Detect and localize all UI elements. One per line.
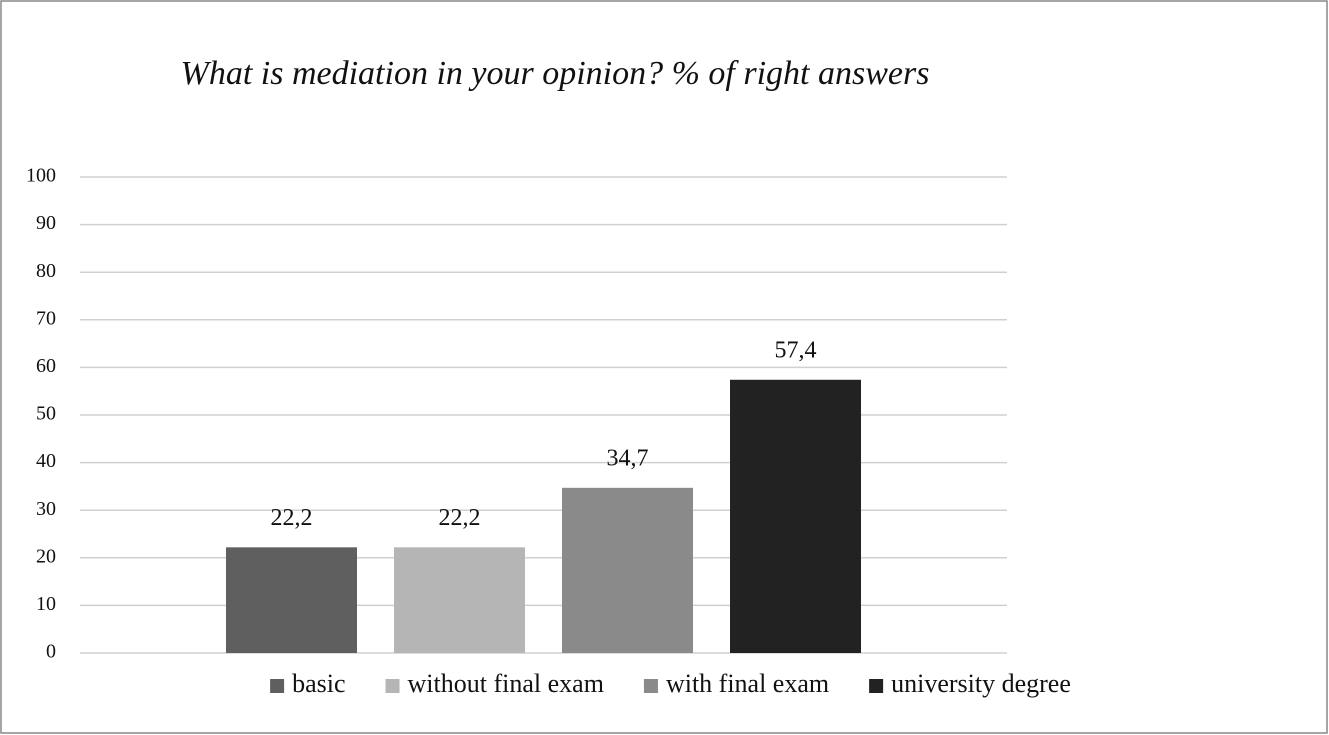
legend-swatch [643, 679, 658, 693]
legend-swatch [385, 679, 400, 693]
legend-label: university degree [891, 669, 1071, 698]
bar [562, 487, 693, 653]
legend-label: basic [292, 669, 345, 698]
legend-label: without final exam [408, 669, 604, 698]
bar [394, 547, 525, 653]
y-tick-label: 100 [26, 165, 56, 187]
data-label: 22,2 [271, 505, 313, 531]
y-tick-label: 20 [36, 545, 56, 567]
y-tick-label: 10 [36, 593, 56, 615]
y-tick-label: 50 [36, 403, 56, 425]
chart-title: What is mediation in your opinion? % of … [181, 55, 930, 92]
y-tick-label: 0 [46, 641, 56, 663]
bar [730, 379, 861, 653]
y-tick-label: 40 [36, 450, 56, 472]
bar [226, 547, 357, 653]
y-tick-label: 90 [36, 212, 56, 234]
legend-swatch [270, 679, 285, 693]
y-tick-label: 80 [36, 260, 56, 282]
data-label: 34,7 [607, 445, 649, 471]
legend-swatch [869, 679, 884, 693]
data-label: 22,2 [439, 505, 481, 531]
y-tick-label: 30 [36, 498, 56, 520]
data-label: 57,4 [775, 337, 817, 363]
y-tick-label: 60 [36, 355, 56, 377]
legend-label: with final exam [666, 669, 829, 698]
y-tick-label: 70 [36, 307, 56, 329]
